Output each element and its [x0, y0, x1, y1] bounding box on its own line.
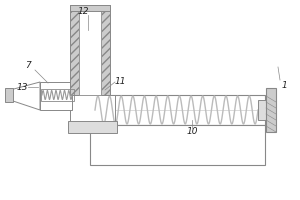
Bar: [90, 125, 265, 165]
Text: 10: 10: [186, 128, 198, 136]
Polygon shape: [10, 82, 40, 110]
Bar: [79, 5, 101, 95]
Text: 12: 12: [77, 7, 89, 17]
Bar: [90, 95, 265, 125]
Text: 13: 13: [16, 82, 28, 92]
Bar: [41, 89, 74, 101]
Text: 11: 11: [114, 77, 126, 86]
Bar: [5, 88, 13, 102]
Text: 7: 7: [25, 60, 31, 70]
Bar: [70, 95, 115, 125]
Bar: [68, 121, 117, 133]
Bar: [70, 5, 79, 95]
Bar: [40, 82, 72, 110]
Bar: [70, 5, 110, 11]
Bar: [266, 88, 276, 132]
Bar: [258, 100, 268, 120]
Text: 1: 1: [281, 80, 287, 90]
Bar: [101, 5, 110, 95]
